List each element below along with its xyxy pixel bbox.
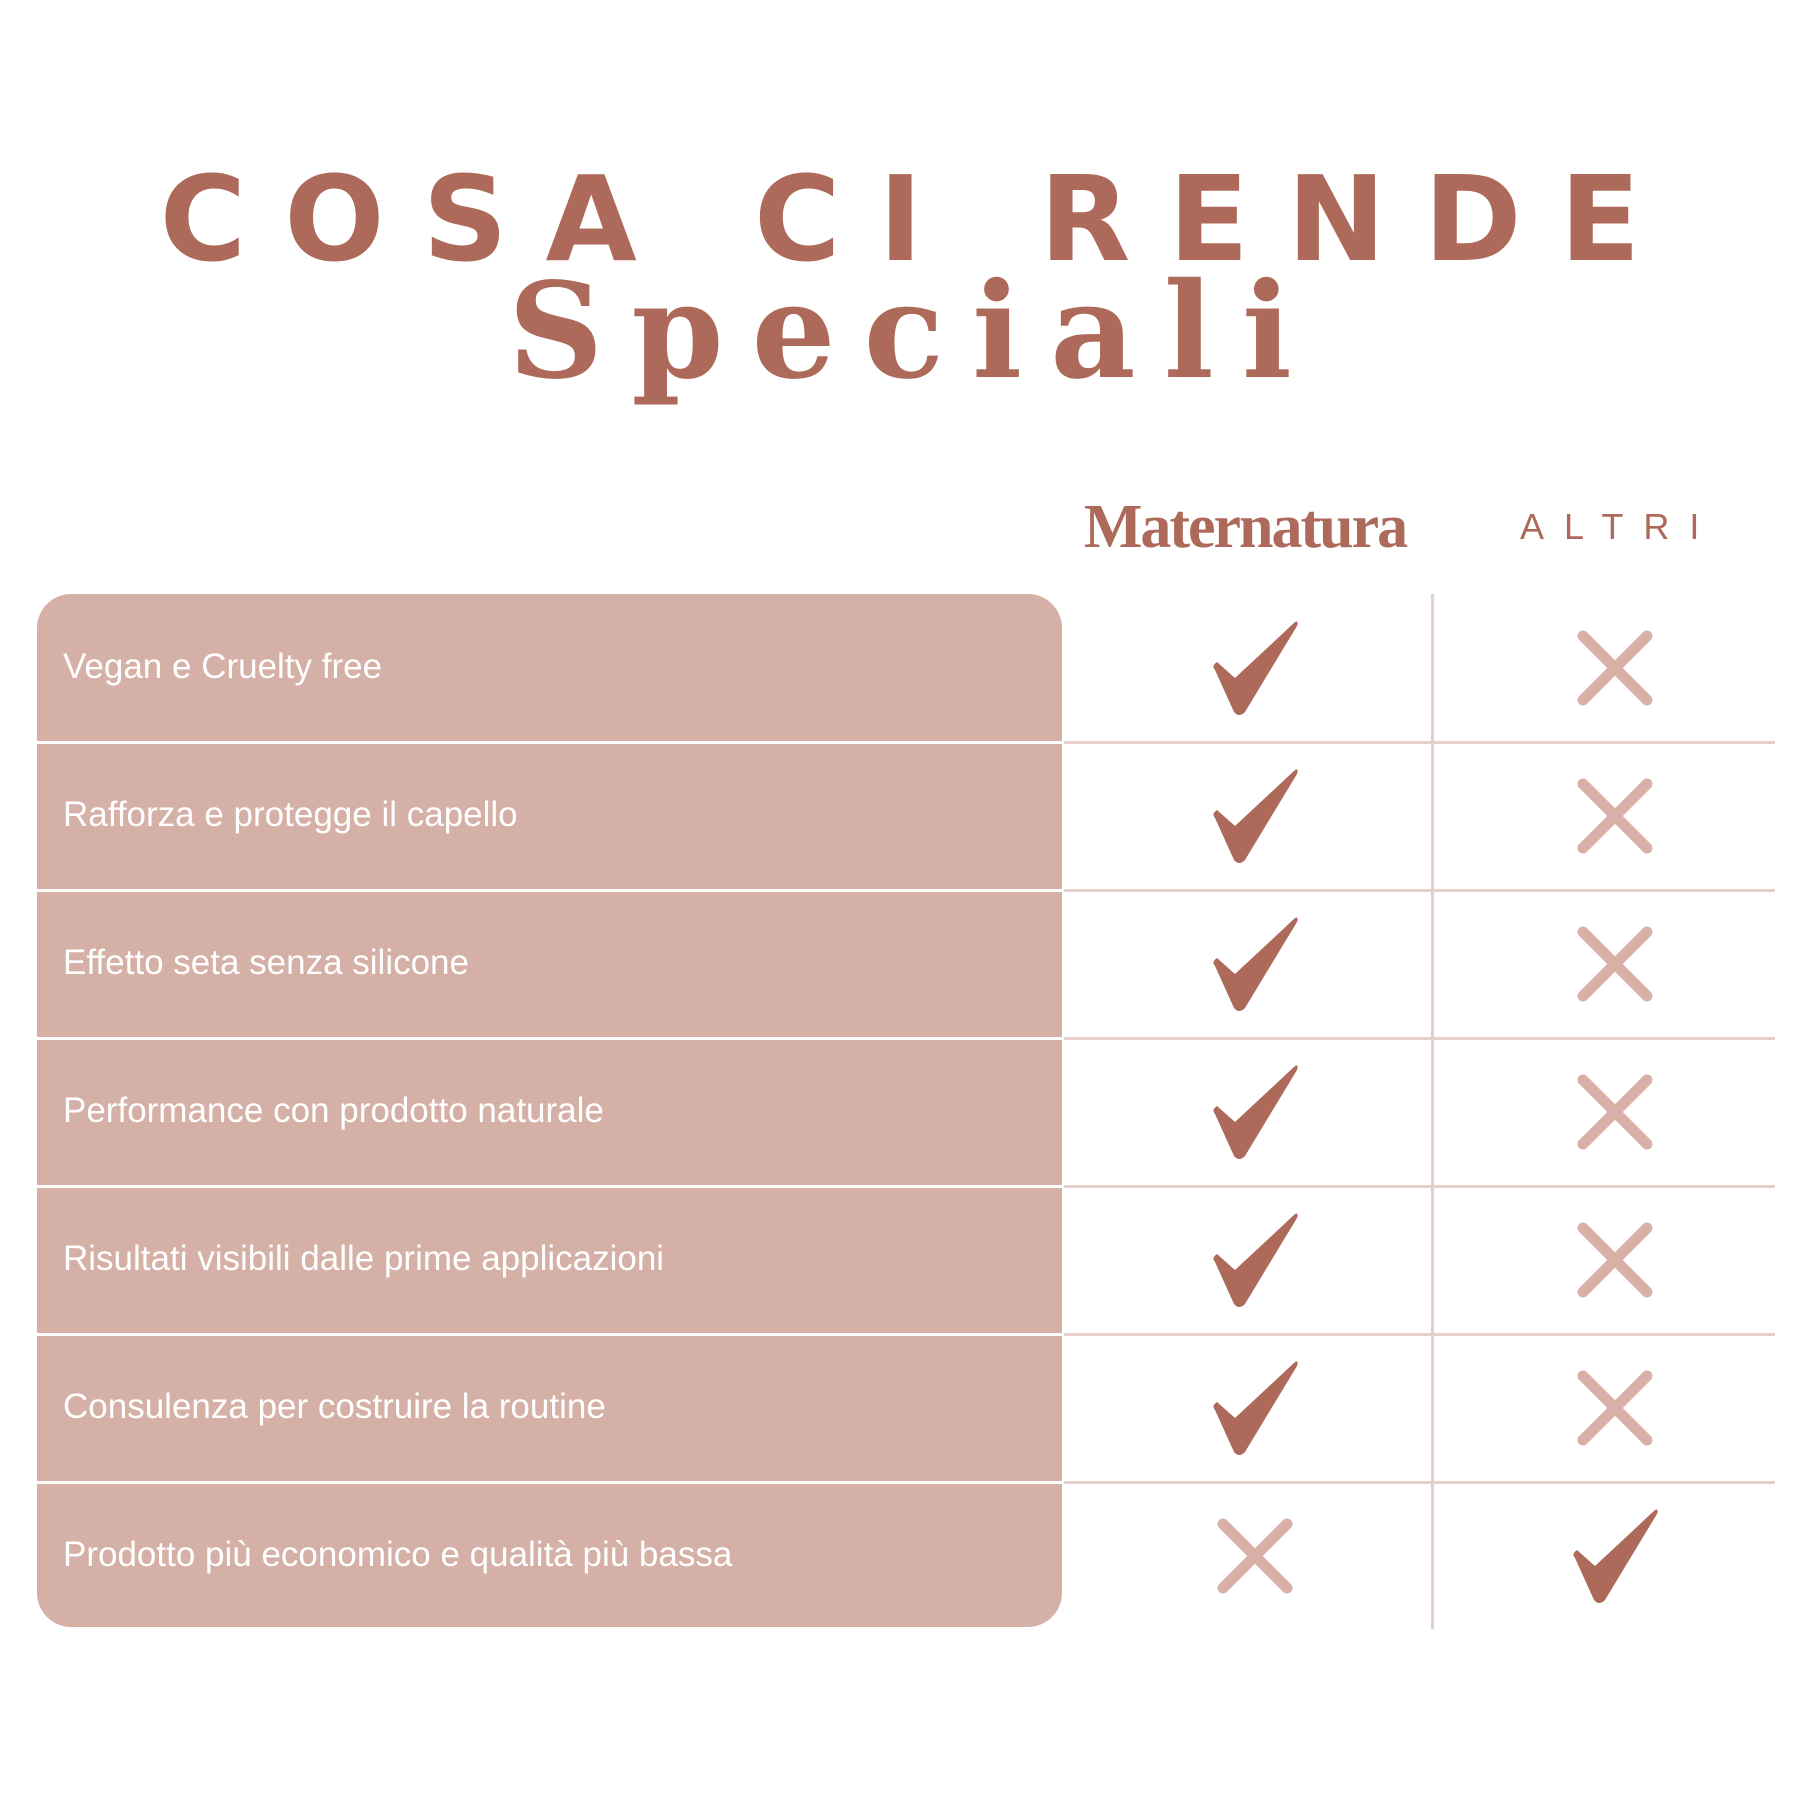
title-line-1: COSA CI RENDE: [159, 150, 1679, 288]
row-divider: [1064, 1185, 1775, 1188]
check-icon: [1195, 890, 1315, 1038]
row-divider: [1064, 889, 1775, 892]
row-divider: [1064, 741, 1775, 744]
feature-label: Performance con prodotto naturale: [63, 1091, 604, 1130]
row-divider: [37, 889, 1062, 892]
row-divider: [1064, 1037, 1775, 1040]
row-divider: [1064, 1481, 1775, 1484]
cross-icon: [1555, 1186, 1675, 1334]
table-row: Vegan e Cruelty free: [37, 594, 1775, 744]
cross-icon: [1195, 1482, 1315, 1630]
table-row: Prodotto più economico e qualità più bas…: [37, 1482, 1775, 1630]
table-row: Rafforza e protegge il capello: [37, 742, 1775, 892]
row-divider: [37, 1333, 1062, 1336]
table-row: Risultati visibili dalle prime applicazi…: [37, 1186, 1775, 1336]
row-divider: [37, 1037, 1062, 1040]
feature-label: Vegan e Cruelty free: [63, 647, 383, 686]
check-icon: [1555, 1482, 1675, 1630]
feature-label: Effetto seta senza silicone: [63, 943, 469, 982]
row-divider: [37, 1481, 1062, 1484]
feature-label: Rafforza e protegge il capello: [63, 795, 518, 834]
table-row: Consulenza per costruire la routine: [37, 1334, 1775, 1484]
check-icon: [1195, 1334, 1315, 1482]
cross-icon: [1555, 1038, 1675, 1186]
check-icon: [1195, 594, 1315, 742]
table-row: Effetto seta senza silicone: [37, 890, 1775, 1040]
row-divider: [1064, 1333, 1775, 1336]
column-divider: [1431, 594, 1434, 1629]
column-header-maternatura: Maternatura: [1083, 493, 1408, 561]
feature-label: Consulenza per costruire la routine: [63, 1387, 606, 1426]
cross-icon: [1555, 890, 1675, 1038]
cross-icon: [1555, 1334, 1675, 1482]
row-divider: [37, 741, 1062, 744]
features-panel: [37, 594, 1062, 1627]
cross-icon: [1555, 742, 1675, 890]
cross-icon: [1555, 594, 1675, 742]
table-row: Performance con prodotto naturale: [37, 1038, 1775, 1188]
check-icon: [1195, 1038, 1315, 1186]
row-divider: [37, 1185, 1062, 1188]
check-icon: [1195, 742, 1315, 890]
column-header-altri: ALTRI: [1520, 506, 1720, 547]
feature-label: Risultati visibili dalle prime applicazi…: [63, 1239, 665, 1278]
title-line-2: Speciali: [508, 254, 1320, 409]
check-icon: [1195, 1186, 1315, 1334]
feature-label: Prodotto più economico e qualità più bas…: [63, 1535, 733, 1574]
